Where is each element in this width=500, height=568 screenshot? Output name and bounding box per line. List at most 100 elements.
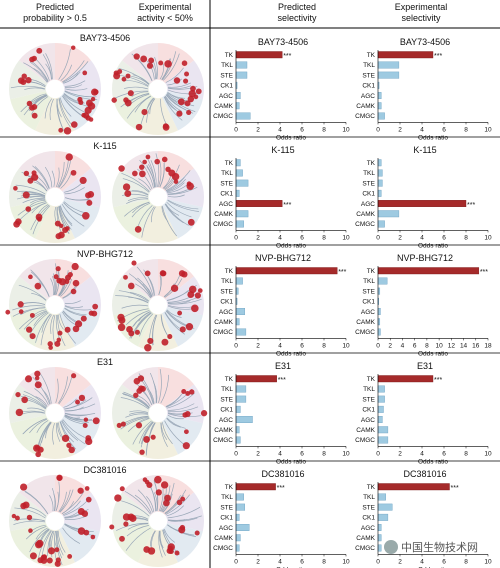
kinase-hit-dot: [139, 449, 145, 455]
kinase-hit-dot: [163, 499, 170, 507]
x-tick-label: 6: [442, 558, 446, 565]
kinome-tree: [8, 474, 101, 568]
tree-branch: [135, 383, 153, 406]
tree-sector: [19, 475, 55, 521]
kinase-hit-dot: [75, 399, 80, 405]
tree-branch: [58, 159, 72, 188]
tree-branch: [165, 170, 191, 191]
kinase-hit-dot: [197, 288, 203, 293]
tree-sector: [55, 276, 101, 316]
kinase-hit-dot: [84, 486, 90, 491]
kinase-hit-dot: [181, 60, 188, 66]
kinase-hit-dot: [177, 310, 183, 316]
tree-branch: [163, 528, 176, 543]
kinase-hit-dot: [154, 158, 160, 165]
bar-CAMK: [377, 426, 389, 434]
x-tick-label: 2: [256, 342, 260, 349]
tree-branch: [58, 98, 73, 126]
category-label: TKL: [221, 278, 233, 285]
kinase-hit-dot: [142, 477, 148, 483]
kinase-hit-dot: [188, 89, 196, 98]
category-label: TK: [225, 160, 234, 167]
tree-branch: [163, 96, 183, 121]
bar-STE: [377, 395, 385, 403]
category-label: CMGC: [213, 329, 233, 336]
kinase-hit-dot: [117, 69, 123, 74]
tree-sector: [158, 413, 203, 455]
tree-branch: [55, 167, 60, 188]
tree-sector: [35, 305, 75, 351]
x-tick-label: 10: [342, 558, 350, 565]
tree-branch: [24, 87, 45, 90]
tree-sector: [113, 521, 158, 563]
kinase-hit-dot: [133, 53, 140, 60]
chart-title: DC381016: [261, 469, 304, 479]
x-tick-label: 16: [472, 342, 480, 349]
tree-branch: [132, 420, 152, 445]
tree-branch: [116, 522, 149, 531]
kinase-hit-dot: [25, 206, 32, 212]
kinase-hit-dot: [11, 513, 17, 519]
kinase-hit-dot: [180, 496, 186, 502]
tree-branch: [51, 170, 55, 188]
kinase-hit-dot: [85, 437, 93, 446]
tree-branch: [138, 421, 153, 444]
tree-branch: [159, 162, 165, 188]
x-tick-label: 4: [420, 126, 424, 133]
category-label: CAMK: [214, 427, 233, 434]
category-label: AGC: [361, 417, 375, 424]
kinase-hit-dot: [37, 446, 44, 453]
kinase-hit-dot: [54, 560, 61, 567]
tree-center: [148, 79, 168, 99]
bar-AGC: [377, 200, 467, 208]
tree-branch: [151, 530, 156, 548]
tree-branch: [60, 64, 73, 81]
tree-branch: [27, 196, 45, 199]
kinase-hit-dot: [184, 100, 191, 107]
tree-branch: [60, 421, 74, 443]
tree-branch: [124, 201, 150, 217]
category-label: TK: [367, 160, 376, 167]
tree-branch: [132, 74, 150, 85]
tree-branch: [44, 98, 53, 119]
tree-branch: [122, 392, 150, 409]
kinome-tree: [9, 150, 101, 243]
kinase-hit-dot: [28, 528, 33, 533]
kinase-hit-dot: [161, 156, 168, 163]
tree-branch: [148, 314, 157, 347]
tree-branch: [63, 93, 80, 105]
tree-branch: [167, 414, 184, 420]
tree-branch: [60, 278, 73, 297]
bar-TKL: [377, 169, 383, 177]
kinase-hit-dot: [13, 220, 20, 228]
tree-branch: [29, 198, 46, 204]
tree-branch: [56, 98, 65, 132]
kinase-hit-dot: [54, 220, 61, 227]
header-label-2: activity < 50%: [137, 13, 193, 23]
tree-branch: [120, 416, 149, 430]
category-label: STE: [220, 396, 233, 403]
tree-branch: [29, 312, 49, 336]
tree-branch: [35, 396, 48, 407]
kinase-hit-dot: [48, 345, 53, 350]
kinase-hit-dot: [29, 552, 37, 560]
kinase-hit-dot: [127, 90, 134, 97]
tree-branch: [58, 159, 69, 188]
bar-TKL: [377, 385, 385, 393]
tree-branch: [18, 310, 47, 330]
tree-branch: [153, 480, 159, 511]
bar-CMGC: [377, 328, 381, 336]
tree-branch: [165, 203, 180, 216]
tree-branch: [53, 273, 56, 295]
tree-branch: [57, 530, 64, 556]
tree-branch: [167, 406, 199, 413]
kinase-hit-dot: [190, 85, 196, 92]
tree-branch: [167, 298, 202, 305]
bar-CMGC: [235, 328, 247, 336]
